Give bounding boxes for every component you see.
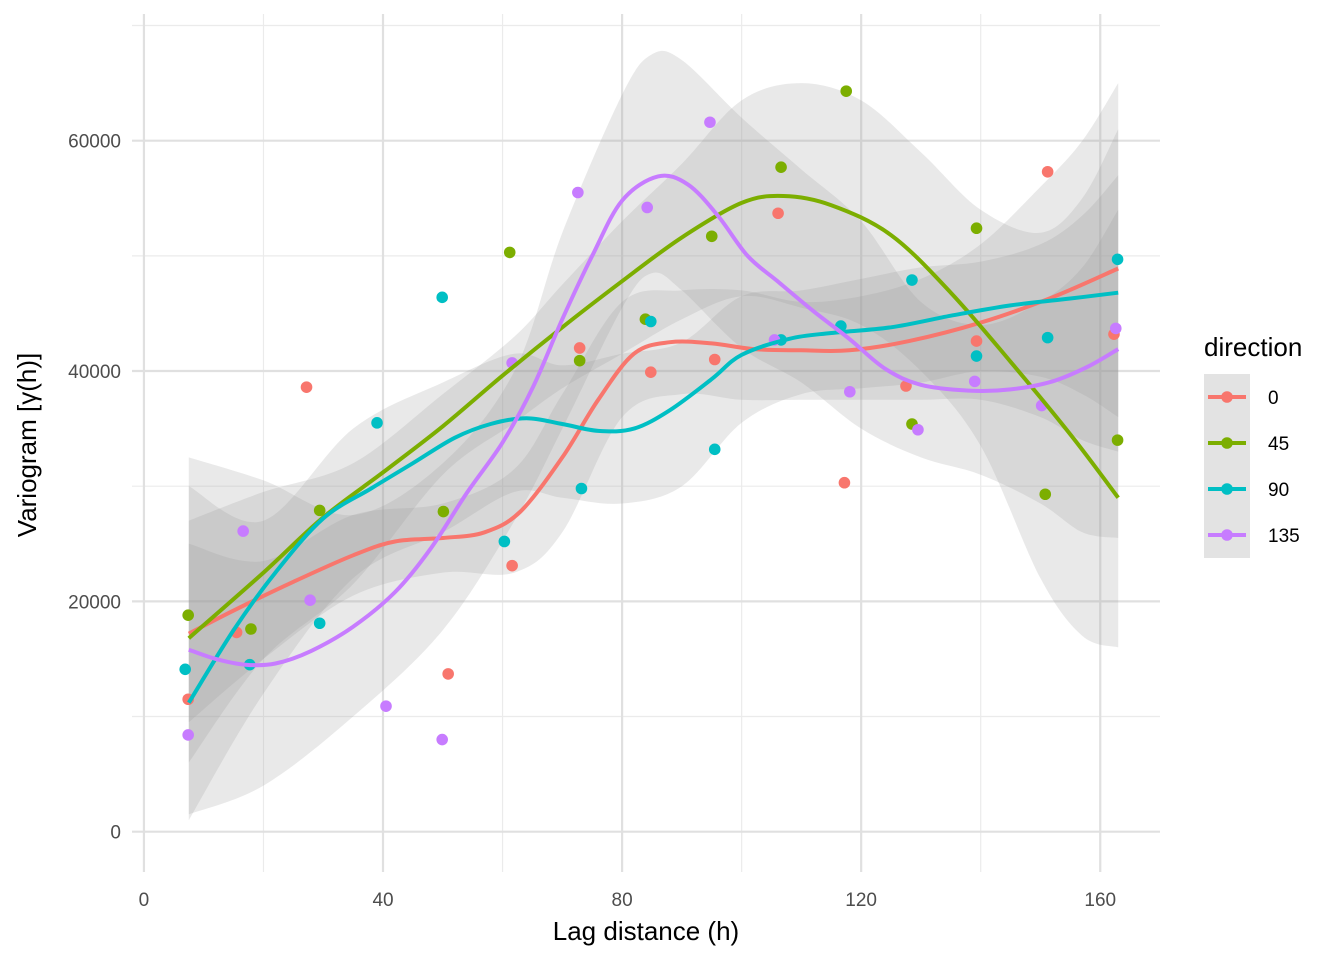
x-tick-label: 40 [372, 890, 393, 911]
legend: direction 0 45 90 135 [1204, 332, 1302, 558]
data-point-135 [912, 423, 924, 436]
data-point-135 [237, 525, 249, 537]
legend-label-45: 45 [1268, 434, 1289, 455]
data-point-135 [968, 375, 981, 388]
x-tick-label: 0 [139, 890, 150, 911]
data-point-0 [970, 335, 983, 347]
smooth-line-90 [187, 290, 1119, 704]
grid [132, 14, 1160, 872]
data-point-45 [245, 623, 257, 635]
legend-label-0: 0 [1268, 388, 1279, 409]
x-tick-label: 120 [845, 890, 877, 911]
legend-label-135: 135 [1268, 526, 1300, 547]
data-point-45 [970, 222, 983, 235]
legend-key-point [1221, 391, 1233, 403]
data-point-45 [1039, 488, 1052, 501]
data-point-0 [506, 559, 518, 572]
legend-key-point [1221, 483, 1233, 495]
legend-key-point [1221, 529, 1233, 541]
data-point-0 [900, 380, 912, 392]
data-point-45 [182, 609, 194, 621]
data-point-90 [708, 443, 721, 456]
confidence-band-135 [188, 50, 1119, 815]
x-axis-title: Lag distance (h) [553, 916, 739, 946]
data-point-90 [436, 291, 448, 304]
data-point-90 [970, 350, 983, 362]
confidence-bands [188, 50, 1119, 821]
data-point-135 [1109, 322, 1122, 335]
data-point-135 [704, 116, 716, 129]
data-point-45 [840, 85, 853, 97]
data-point-90 [179, 663, 191, 676]
data-point-135 [572, 186, 584, 199]
data-point-90 [1041, 331, 1054, 344]
data-point-45 [313, 504, 326, 517]
data-point-135 [182, 729, 194, 741]
smooth-line-0 [187, 266, 1120, 636]
data-points [179, 85, 1124, 746]
y-tick-label: 40000 [68, 362, 121, 383]
x-axis-ticks: 0 40 80 120 160 [139, 890, 1116, 911]
data-point-135 [380, 700, 392, 712]
data-point-0 [838, 476, 851, 489]
data-point-0 [300, 381, 313, 393]
data-point-90 [313, 617, 326, 630]
data-point-45 [503, 246, 516, 259]
data-point-90 [906, 274, 918, 286]
data-point-45 [1111, 434, 1124, 446]
y-tick-label: 0 [110, 823, 121, 844]
confidence-band-90 [188, 175, 1119, 821]
data-point-45 [437, 505, 450, 518]
smooth-line-135 [188, 173, 1120, 668]
data-point-0 [1041, 165, 1054, 178]
y-axis-title: Variogram [γ(h)] [12, 353, 42, 537]
confidence-band-45 [188, 83, 1119, 763]
data-point-0 [708, 353, 721, 366]
data-point-0 [772, 207, 784, 220]
data-point-45 [705, 230, 718, 243]
smooth-lines [187, 173, 1120, 704]
smooth-line-45 [187, 193, 1120, 640]
data-point-0 [644, 366, 657, 378]
data-point-135 [304, 594, 316, 607]
x-tick-label: 160 [1084, 890, 1116, 911]
data-point-45 [573, 354, 586, 367]
y-axis-ticks: 0 20000 40000 60000 [68, 132, 121, 844]
legend-label-90: 90 [1268, 480, 1289, 501]
x-tick-label: 80 [612, 890, 633, 911]
data-point-90 [371, 417, 383, 429]
data-point-90 [644, 315, 657, 328]
data-point-45 [775, 161, 787, 173]
y-tick-label: 60000 [68, 132, 121, 153]
data-point-90 [498, 535, 511, 548]
data-point-0 [442, 668, 454, 680]
data-point-135 [436, 733, 448, 746]
data-point-90 [1111, 253, 1124, 266]
legend-key-point [1221, 437, 1233, 449]
legend-title: direction [1204, 332, 1302, 362]
y-tick-label: 20000 [68, 592, 121, 613]
data-point-90 [575, 482, 588, 495]
data-point-0 [573, 342, 586, 354]
data-point-135 [844, 385, 856, 398]
data-point-135 [641, 201, 653, 214]
